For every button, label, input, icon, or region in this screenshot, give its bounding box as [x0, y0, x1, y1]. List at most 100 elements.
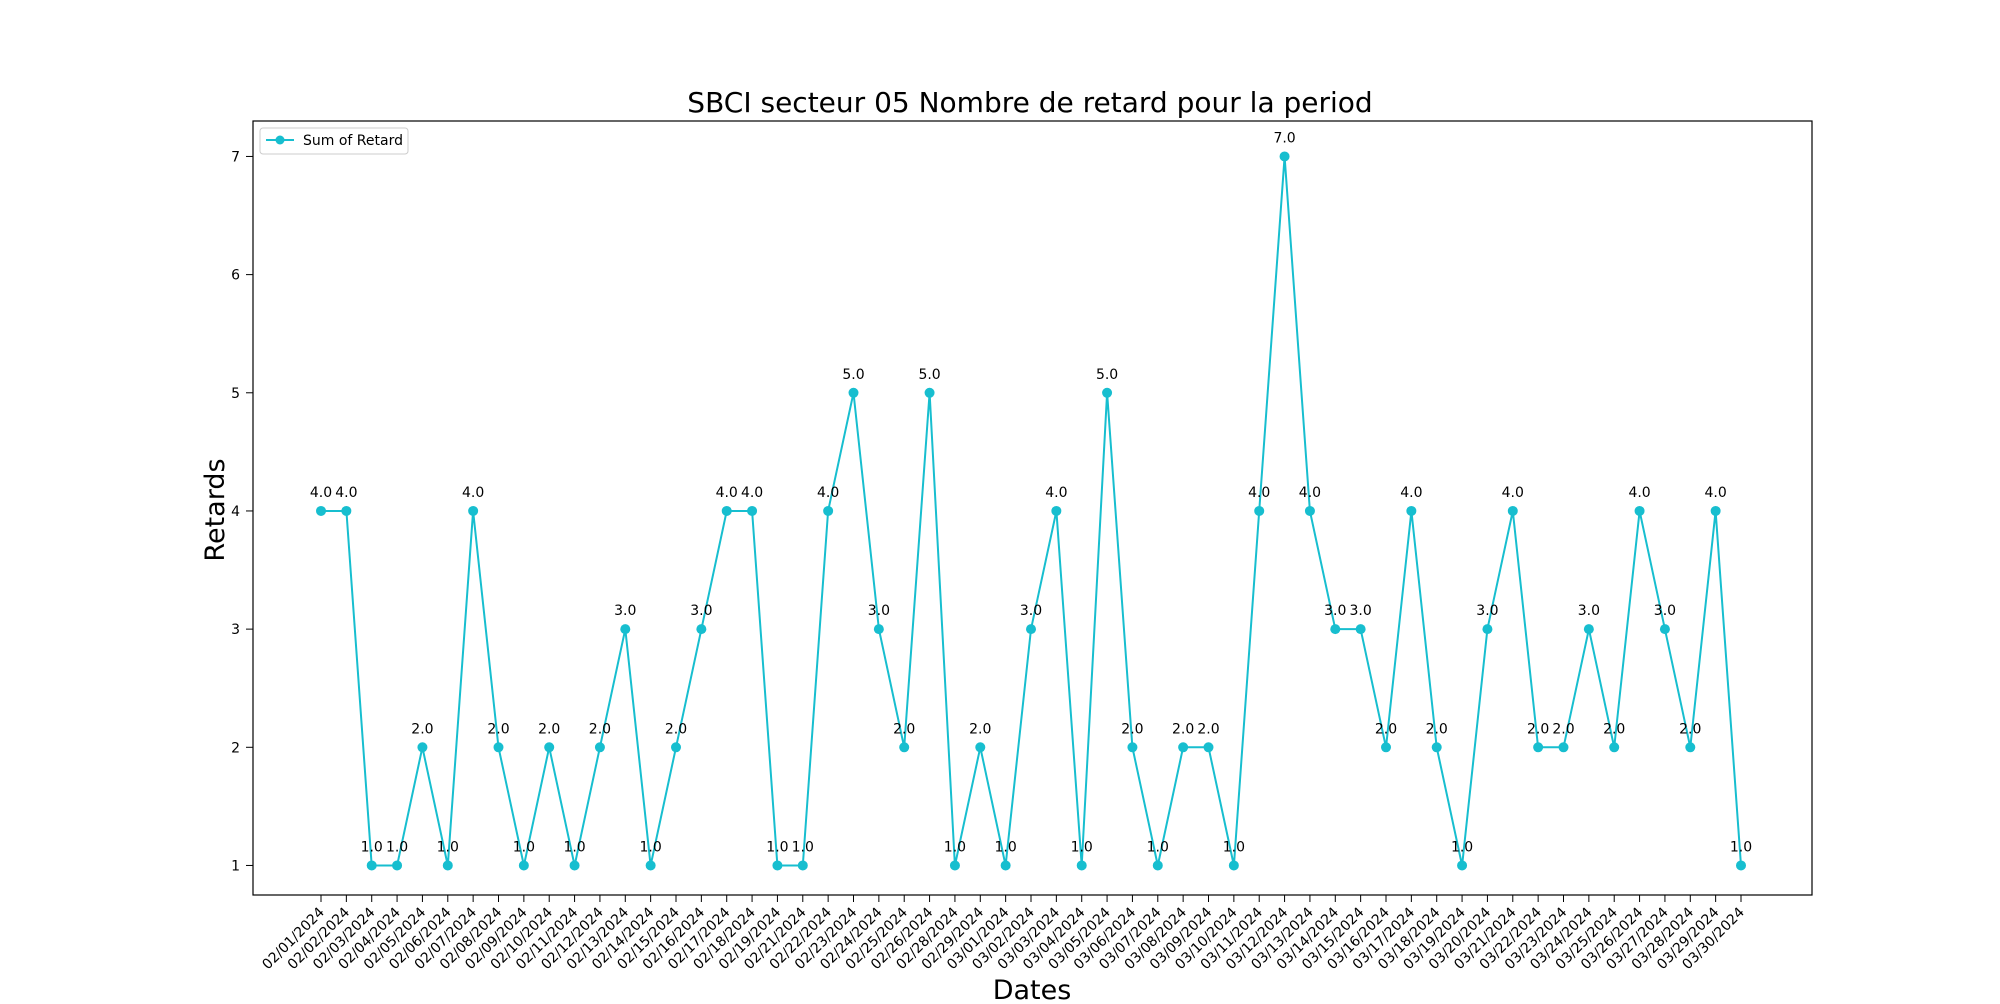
data-point — [316, 505, 326, 516]
data-label: 4.0 — [310, 485, 332, 501]
data-point — [1026, 624, 1036, 635]
data-point — [1355, 624, 1366, 635]
data-point — [468, 505, 479, 516]
data-label: 2.0 — [538, 721, 560, 737]
data-label: 1.0 — [1223, 839, 1245, 855]
data-label: 2.0 — [1552, 721, 1574, 737]
y-tick-label: 7 — [231, 149, 240, 165]
data-label: 4.0 — [1299, 485, 1321, 501]
data-label: 1.0 — [944, 839, 966, 855]
data-point — [1482, 624, 1493, 635]
data-label: 3.0 — [1578, 603, 1600, 619]
data-point — [1710, 505, 1721, 516]
data-label: 4.0 — [462, 485, 484, 501]
data-point — [1634, 505, 1645, 516]
legend: Sum of Retard — [259, 127, 409, 155]
data-label: 1.0 — [386, 839, 408, 855]
data-label: 1.0 — [766, 839, 788, 855]
data-point — [772, 860, 783, 871]
data-point — [975, 742, 986, 753]
data-point — [671, 742, 681, 753]
data-point — [1583, 624, 1594, 635]
data-point — [1457, 860, 1468, 871]
data-point — [1127, 742, 1138, 753]
data-label: 4.0 — [741, 485, 763, 501]
data-label: 4.0 — [1045, 485, 1067, 501]
data-label: 2.0 — [487, 721, 509, 737]
data-point — [1076, 860, 1087, 871]
data-point — [1228, 860, 1239, 871]
data-point — [899, 742, 910, 753]
data-point — [518, 860, 529, 871]
data-label: 1.0 — [640, 839, 662, 855]
data-point — [1000, 860, 1011, 871]
data-point — [1736, 860, 1746, 871]
data-point — [493, 742, 504, 753]
data-label: 3.0 — [1476, 603, 1498, 619]
x-axis: 02/01/202402/02/202402/03/202402/04/2024… — [259, 895, 1748, 973]
data-label: 1.0 — [1071, 839, 1093, 855]
x-axis-label: Dates — [993, 975, 1072, 1000]
data-point — [747, 505, 758, 516]
y-tick-label: 4 — [231, 504, 240, 520]
data-point — [797, 860, 808, 871]
data-label: 2.0 — [1603, 721, 1625, 737]
data-label: 1.0 — [792, 839, 814, 855]
data-label: 7.0 — [1273, 130, 1295, 146]
data-point — [1431, 742, 1442, 753]
data-point — [924, 387, 935, 398]
data-label: 1.0 — [513, 839, 535, 855]
y-tick-label: 2 — [231, 740, 240, 756]
y-axis: 1 2 3 4 5 6 7 — [231, 149, 253, 874]
chart-title: SBCI secteur 05 Nombre de retard pour la… — [687, 86, 1372, 119]
series-markers — [316, 151, 1746, 871]
data-label: 4.0 — [1248, 485, 1270, 501]
data-point — [1507, 505, 1518, 516]
data-point — [442, 860, 453, 871]
data-label: 2.0 — [969, 721, 991, 737]
data-label: 3.0 — [1350, 603, 1372, 619]
data-label: 1.0 — [361, 839, 383, 855]
data-point — [645, 860, 656, 871]
y-tick-label: 3 — [231, 622, 240, 638]
data-label: 3.0 — [1020, 603, 1042, 619]
data-label: 2.0 — [1375, 721, 1397, 737]
data-label: 4.0 — [1705, 485, 1727, 501]
data-point — [848, 387, 859, 398]
data-label: 3.0 — [690, 603, 712, 619]
legend-marker — [275, 135, 285, 145]
y-tick-label: 6 — [231, 268, 240, 284]
data-label: 2.0 — [1679, 721, 1701, 737]
data-label: 2.0 — [1121, 721, 1143, 737]
data-point — [696, 624, 707, 635]
data-point — [721, 505, 732, 516]
data-point — [1203, 742, 1214, 753]
data-label: 3.0 — [614, 603, 636, 619]
data-point — [341, 505, 352, 516]
data-label: 2.0 — [589, 721, 611, 737]
data-label: 4.0 — [1502, 485, 1524, 501]
data-label: 3.0 — [868, 603, 890, 619]
data-point — [1152, 860, 1163, 871]
data-point — [1609, 742, 1620, 753]
data-point — [620, 624, 631, 635]
data-label: 4.0 — [716, 485, 738, 501]
data-point — [1533, 742, 1544, 753]
data-label: 2.0 — [893, 721, 915, 737]
data-point — [1304, 505, 1315, 516]
data-point — [823, 505, 834, 516]
data-point — [1178, 742, 1189, 753]
data-label: 2.0 — [411, 721, 433, 737]
data-label: 2.0 — [1426, 721, 1448, 737]
data-point — [392, 860, 403, 871]
data-label: 5.0 — [1096, 367, 1118, 383]
data-label: 1.0 — [995, 839, 1017, 855]
y-tick-label: 1 — [231, 858, 240, 874]
data-point — [1279, 151, 1290, 162]
data-label: 4.0 — [335, 485, 357, 501]
data-labels: 4.0 4.01.0 1.02.01.04.02.01.02.01.02.03.01… — [310, 130, 1752, 855]
data-label: 3.0 — [1324, 603, 1346, 619]
data-label: 1.0 — [1451, 839, 1473, 855]
data-label: 1.0 — [1730, 839, 1752, 855]
data-point — [1330, 624, 1341, 635]
